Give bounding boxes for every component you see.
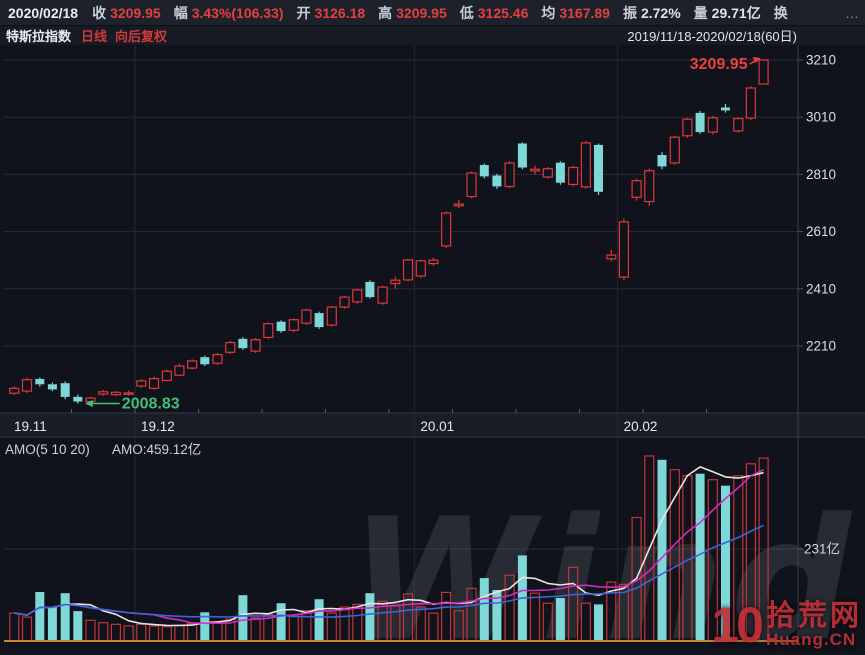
date-axis-band [0, 413, 865, 437]
svg-text:3209.95: 3209.95 [690, 56, 748, 73]
price-axis-label: 2410 [806, 281, 836, 296]
price-gridlines: 3210 3010 2810 2610 2410 2210 [4, 53, 836, 354]
amo-current-value: AMO:459.12亿 [112, 442, 201, 457]
price-axis-label: 2210 [806, 339, 836, 354]
logo-site-name: 拾荒网 [765, 600, 862, 632]
quote-bar: 2020/02/18 收 3209.95 幅 3.43%(106.33) 开 3126.1… [0, 0, 865, 26]
svg-text:19.11: 19.11 [14, 419, 47, 434]
date-range-label: 2019/11/18-2020/02/18(60日) [627, 29, 797, 44]
adjust-mode-label[interactable]: 向后复权 [115, 29, 168, 44]
date-axis-labels: 19.11 19.12 20.01 20.02 [14, 419, 657, 434]
quote-fields: 收 3209.95 幅 3.43%(106.33) 开 3126.18 高 3209.95 低 3… [92, 3, 805, 23]
logo-domain: Huang.CN [765, 630, 857, 649]
high-annotation: 3209.95 [690, 56, 761, 73]
quote-field-5: 均 3167.89 [541, 4, 610, 21]
quote-field-3: 高 3209.95 [378, 4, 447, 21]
amo-ma20-line [14, 524, 764, 618]
quote-field-7: 量 29.71亿 [693, 4, 761, 21]
site-watermark-logo: 10 拾荒网 Huang.CN [711, 600, 862, 650]
amo-indicator-label: AMO(5 10 20) [5, 442, 90, 457]
month-gridlines [134, 45, 619, 641]
candles [9, 59, 769, 404]
quote-field-6: 振 2.72% [622, 4, 681, 21]
quote-date: 2020/02/18 [8, 4, 79, 21]
svg-text:19.12: 19.12 [141, 419, 175, 434]
price-axis-label: 3010 [806, 110, 836, 125]
price-axis-label: 2610 [806, 224, 836, 239]
low-annotation: 2008.83 [84, 396, 180, 413]
quote-field-8: 换 [773, 4, 788, 21]
svg-text:20.02: 20.02 [624, 419, 658, 434]
quote-field-4: 低 3125.46 [459, 4, 529, 21]
svg-text:2008.83: 2008.83 [122, 396, 180, 413]
quote-field-0: 收 3209.95 [92, 4, 161, 21]
chart-info-bar: 特斯拉指数 日线 向后复权 2019/11/18-2020/02/18(60日) [0, 26, 865, 45]
quote-field-1: 幅 3.43%(106.33) [173, 4, 284, 21]
amo-ma5-line [14, 466, 764, 627]
chart-canvas[interactable]: 3210 3010 2810 2610 2410 2210 231亿 19.11 19.12 20… [0, 45, 865, 655]
period-label[interactable]: 日线 [81, 29, 108, 44]
more-menu-icon[interactable]: … [845, 4, 859, 21]
volume-axis-label: 231亿 [804, 542, 840, 557]
logo-10-icon: 10 [711, 597, 764, 653]
price-axis-label: 3210 [806, 53, 836, 68]
price-axis-label: 2810 [806, 167, 836, 182]
volume-bars [9, 455, 769, 642]
quote-field-2: 开 3126.18 [296, 4, 366, 21]
index-name: 特斯拉指数 [6, 29, 72, 44]
svg-text:20.01: 20.01 [420, 419, 454, 434]
